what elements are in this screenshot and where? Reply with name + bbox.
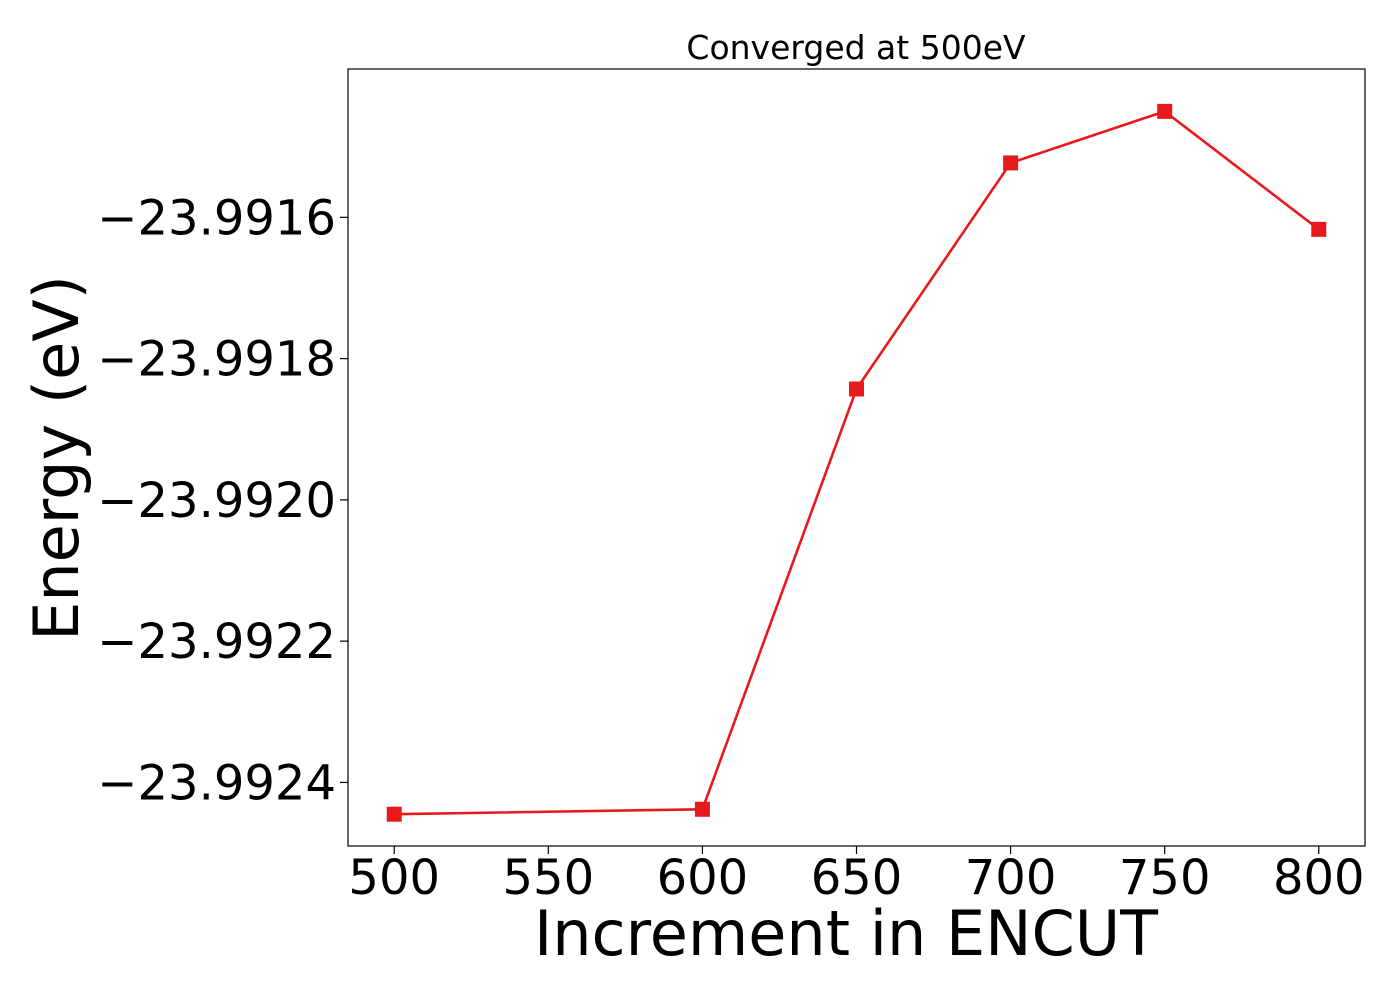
x-axis-label: Increment in ENCUT — [534, 897, 1159, 970]
x-tick-label: 650 — [811, 850, 903, 906]
data-point-marker — [1311, 221, 1327, 237]
data-point-marker — [1157, 103, 1173, 119]
x-axis: 500 550 600 650 700 750 800 — [348, 846, 1365, 906]
y-tick-label: −23.9916 — [97, 190, 336, 246]
x-tick-label: 600 — [657, 850, 749, 906]
y-tick-label: −23.9924 — [97, 755, 336, 811]
series-line — [394, 110, 1320, 816]
x-tick-label: 500 — [348, 850, 440, 906]
y-axis: −23.9916 −23.9918 −23.9920 −23.9922 −23.9924 — [97, 190, 348, 811]
y-axis-label: Energy (eV) — [20, 275, 93, 641]
chart-title: Converged at 500eV — [686, 28, 1026, 67]
x-tick-label: 800 — [1273, 850, 1365, 906]
y-tick-label: −23.9918 — [97, 332, 336, 388]
data-point-marker — [849, 381, 864, 397]
y-tick-label: −23.9922 — [97, 614, 336, 670]
series-layer — [386, 103, 1327, 822]
x-tick-label: 550 — [503, 850, 595, 906]
y-tick-label: −23.9920 — [97, 473, 336, 529]
x-tick-label: 700 — [965, 850, 1057, 906]
data-point-marker — [386, 806, 402, 822]
plot-area-frame — [347, 68, 1366, 847]
x-tick-label: 750 — [1119, 850, 1211, 906]
data-point-marker — [694, 801, 710, 817]
data-point-marker — [1003, 155, 1019, 171]
